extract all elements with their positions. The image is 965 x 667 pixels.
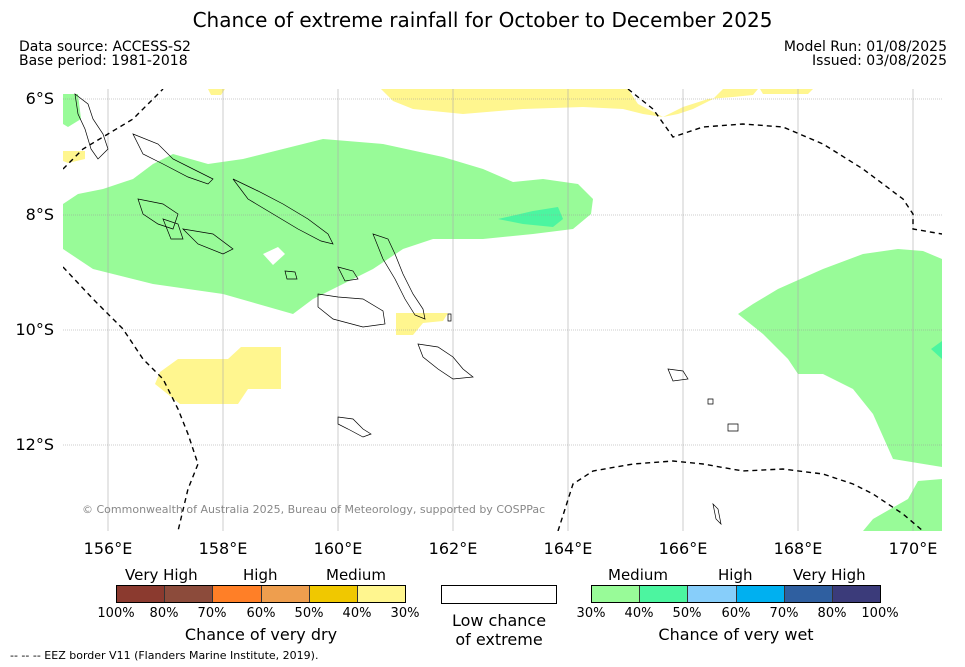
island-choiseul <box>132 133 214 185</box>
dry-swatch <box>165 586 214 602</box>
dry-region-southwest <box>155 347 281 404</box>
dry-cat-medium: Medium <box>326 566 386 584</box>
wet-tick: 50% <box>672 606 702 621</box>
island-santa-cruz <box>667 368 689 382</box>
rainfall-map <box>63 89 942 531</box>
wet-swatch <box>688 586 737 602</box>
wet-cat-medium: Medium <box>608 566 668 584</box>
issued-date: Issued: 03/08/2025 <box>812 53 947 69</box>
island-small-1 <box>707 398 714 405</box>
wet-tick: 70% <box>769 606 799 621</box>
lon-label-162e: 162°E <box>428 539 478 558</box>
lat-label-10s: 10°S <box>15 320 54 339</box>
wet-cat-high: High <box>718 566 753 584</box>
dry-cat-high: High <box>243 566 278 584</box>
island-guadalcanal <box>317 293 386 328</box>
wet-region-central <box>63 139 593 314</box>
data-source: Data source: ACCESS-S2 <box>19 39 191 55</box>
lat-label-6s: 6°S <box>25 89 54 108</box>
wet-swatch <box>640 586 689 602</box>
dry-tick: 50% <box>294 606 324 621</box>
dry-region-north-small-2 <box>760 89 813 94</box>
island-rendova <box>181 228 234 255</box>
wet-colorbar <box>591 585 881 603</box>
dry-tick: 40% <box>342 606 372 621</box>
dry-region-center <box>396 313 448 335</box>
lon-label-168e: 168°E <box>773 539 823 558</box>
dry-swatch <box>261 586 310 602</box>
dry-tick: 80% <box>149 606 179 621</box>
wet-swatch <box>784 586 833 602</box>
dry-swatch <box>357 586 406 602</box>
copyright-notice: © Commonwealth of Australia 2025, Bureau… <box>82 503 546 516</box>
high-wet-patch <box>498 207 563 227</box>
lon-label-164e: 164°E <box>543 539 593 558</box>
graticule <box>63 98 942 446</box>
wet-tick: 60% <box>721 606 751 621</box>
wet-legend-title: Chance of very wet <box>658 625 814 644</box>
wet-swatch <box>832 586 881 602</box>
eez-footnote: -- -- -- EEZ border V11 (Flanders Marine… <box>10 649 319 662</box>
island-makira <box>417 343 474 380</box>
island-new-georgia <box>137 198 179 230</box>
island-outlines <box>74 93 739 526</box>
meridians <box>107 89 914 531</box>
low-chance-line1: Low chance <box>451 611 547 630</box>
island-florida <box>337 266 359 282</box>
source-info: Data source: ACCESS-S2 Base period: 1981… <box>19 40 191 68</box>
dry-region-west <box>63 151 85 163</box>
lon-label-170e: 170°E <box>888 539 938 558</box>
wet-region-east <box>738 249 942 467</box>
dry-swatch <box>309 586 358 602</box>
map-title: Chance of extreme rainfall for October t… <box>192 8 773 32</box>
eez-borders <box>63 89 942 531</box>
lon-label-156e: 156°E <box>83 539 133 558</box>
base-period: Base period: 1981-2018 <box>19 53 188 69</box>
island-russell <box>284 270 298 280</box>
wet-tick: 30% <box>576 606 606 621</box>
island-rennell <box>337 416 372 438</box>
dry-tick: 100% <box>97 606 135 621</box>
lat-label-12s: 12°S <box>15 435 54 454</box>
dry-swatch <box>213 586 262 602</box>
dry-tick: 30% <box>390 606 420 621</box>
dry-tick: 70% <box>197 606 227 621</box>
wet-swatch <box>736 586 785 602</box>
island-bougainville <box>74 93 109 160</box>
wet-tick: 80% <box>817 606 847 621</box>
island-malaita <box>372 233 426 320</box>
lon-label-166e: 166°E <box>658 539 708 558</box>
island-kolombangara <box>162 218 184 240</box>
dry-cat-very-high: Very High <box>125 566 198 584</box>
high-wet-patch-east <box>931 341 942 359</box>
wet-tick: 100% <box>861 606 899 621</box>
lon-label-158e: 158°E <box>198 539 248 558</box>
low-chance-label: Low chance of extreme <box>420 611 578 649</box>
hole-region <box>263 247 285 265</box>
model-run: Model Run: 01/08/2025 <box>783 39 947 55</box>
lon-label-160e: 160°E <box>313 539 363 558</box>
dry-colorbar <box>116 585 406 603</box>
low-chance-line2: of extreme <box>455 630 543 649</box>
dry-legend-title: Chance of very dry <box>184 625 338 644</box>
island-small-3 <box>447 313 452 322</box>
wet-tick: 40% <box>624 606 654 621</box>
run-info: Model Run: 01/08/2025 Issued: 03/08/2025 <box>784 40 947 68</box>
dry-region-north <box>381 89 758 117</box>
wet-cat-very-high: Very High <box>793 566 866 584</box>
wet-region-southeast <box>863 479 942 531</box>
dry-region-north-small-1 <box>208 89 225 95</box>
low-chance-swatch <box>441 585 557 604</box>
wet-swatch <box>592 586 641 602</box>
island-small-2 <box>712 502 722 526</box>
dry-swatch <box>117 586 166 602</box>
island-vanikoro <box>727 423 739 432</box>
lat-label-8s: 8°S <box>25 205 54 224</box>
dry-tick: 60% <box>246 606 276 621</box>
island-santa-isabel <box>232 178 334 245</box>
